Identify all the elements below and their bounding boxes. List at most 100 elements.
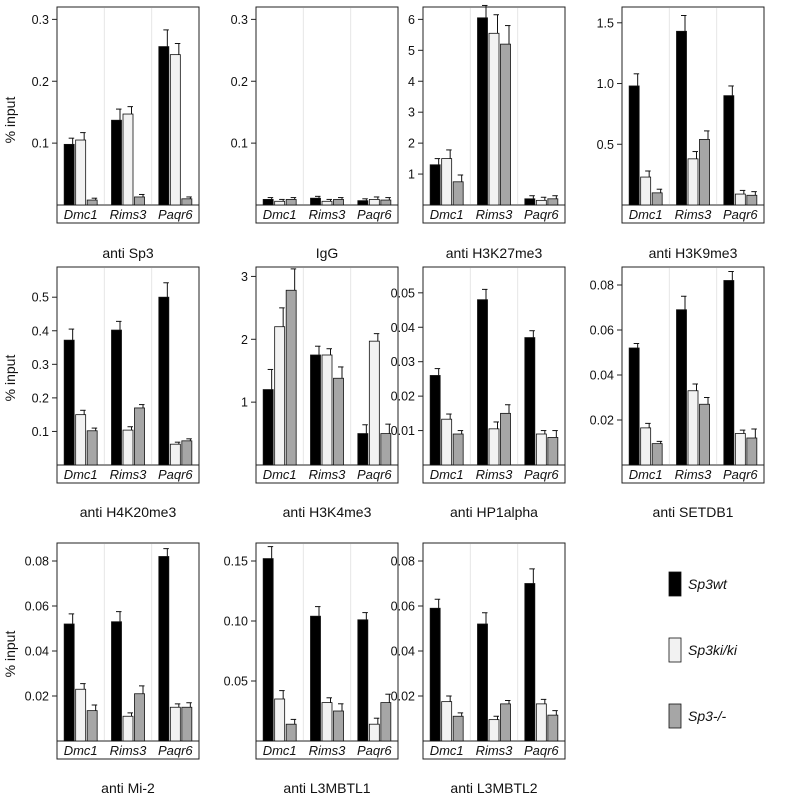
panel-title-anti-h3k27me3: anti H3K27me3 xyxy=(446,245,543,261)
bar-anti-mi-2-paqr6-sp3ki-ki xyxy=(169,706,181,742)
bar-anti-h3k9me3-dmc1-sp3wt xyxy=(628,85,640,206)
bar-anti-setdb1-dmc1-sp3wt xyxy=(628,347,640,466)
bar-anti-l3mbtl1-rims3-sp3ki-ki xyxy=(321,702,333,742)
category-label-rims3: Rims3 xyxy=(675,467,713,482)
bar-anti-l3mbtl1-dmc1-sp3 xyxy=(285,723,297,742)
y-tick-label: 0.10 xyxy=(224,615,248,629)
bar-igg-paqr6-sp3 xyxy=(380,199,392,206)
bar-anti-hp1alpha-paqr6-sp3 xyxy=(547,437,559,466)
bar-anti-h4k20me3-paqr6-sp3wt xyxy=(158,296,170,466)
y-tick-label: 0.5 xyxy=(597,138,614,152)
bar-anti-l3mbtl2-dmc1-sp3ki-ki xyxy=(441,701,453,742)
bar-igg-paqr6-sp3wt xyxy=(357,200,369,206)
y-tick-label: 0.15 xyxy=(224,555,248,569)
y-tick-label: 0.05 xyxy=(224,675,248,689)
y-tick-label: 3 xyxy=(241,270,248,284)
y-tick-label: 0.02 xyxy=(25,690,49,704)
legend-swatch xyxy=(668,703,682,729)
panel-frame xyxy=(255,6,399,224)
bar-anti-mi-2-dmc1-sp3 xyxy=(86,710,98,742)
bar-anti-h3k4me3-rims3-sp3ki-ki xyxy=(321,354,333,466)
y-tick-label: 0.1 xyxy=(32,137,49,151)
y-axis-label: % input xyxy=(2,97,18,144)
legend-item-sp3: Sp3-/- xyxy=(668,703,726,729)
category-label-rims3: Rims3 xyxy=(476,743,514,758)
bar-anti-h3k4me3-paqr6-sp3 xyxy=(380,433,392,466)
bar-anti-setdb1-rims3-sp3 xyxy=(699,403,710,466)
y-axis-label: % input xyxy=(2,631,18,678)
y-tick-label: 2 xyxy=(241,333,248,347)
bar-anti-sp3-dmc1-sp3wt xyxy=(63,143,75,206)
y-tick-label: 0.02 xyxy=(391,690,415,704)
category-label-rims3: Rims3 xyxy=(309,207,347,222)
legend-item-sp3wt: Sp3wt xyxy=(668,571,728,597)
bar-anti-h4k20me3-paqr6-sp3 xyxy=(181,440,193,466)
legend-swatch xyxy=(668,637,682,663)
bar-anti-h4k20me3-paqr6-sp3ki-ki xyxy=(169,443,181,466)
bar-anti-h4k20me3-rims3-sp3wt xyxy=(111,329,122,466)
bar-anti-mi-2-rims3-sp3ki-ki xyxy=(122,715,134,742)
panel-anti-hp1alpha: 0.01 0.02 0.03 0.04 0.05 Dmc1 Rims3 Paqr6 anti H… xyxy=(391,266,566,520)
y-tick-label: 0.01 xyxy=(391,424,415,438)
bar-anti-sp3-rims3-sp3 xyxy=(134,196,145,206)
bar-anti-l3mbtl2-rims3-sp3 xyxy=(500,703,511,742)
panel-igg: 0.1 0.2 0.3 Dmc1 Rims3 Paqr6 IgG xyxy=(231,6,399,261)
bar-anti-l3mbtl2-paqr6-sp3wt xyxy=(524,583,536,742)
panel-anti-mi-2: 0.02 0.04 0.06 0.08 Dmc1 Rims3 Paqr6 anti Mi-2 xyxy=(25,542,200,796)
bar-anti-l3mbtl1-paqr6-sp3 xyxy=(380,702,392,742)
bar-anti-h3k4me3-dmc1-sp3ki-ki xyxy=(274,326,286,466)
bar-anti-h3k27me3-dmc1-sp3 xyxy=(452,181,464,206)
bar-anti-h3k4me3-dmc1-sp3 xyxy=(285,289,297,466)
panel-anti-h3k9me3: 0.5 1.0 1.5 Dmc1 Rims3 Paqr6 anti H3K9me3 xyxy=(597,6,765,261)
y-tick-label: 0.3 xyxy=(32,13,49,27)
bar-anti-sp3-paqr6-sp3 xyxy=(181,198,193,206)
y-tick-label: 3 xyxy=(408,106,415,120)
bar-anti-hp1alpha-rims3-sp3wt xyxy=(477,299,488,466)
y-tick-label: 0.05 xyxy=(391,286,415,300)
bar-anti-h3k9me3-paqr6-sp3wt xyxy=(723,95,735,206)
panel-anti-h4k20me3: 0.1 0.2 0.3 0.4 0.5 Dmc1 Rims3 Paqr6 anti H4K20m… xyxy=(32,266,200,520)
bar-anti-h3k4me3-dmc1-sp3wt xyxy=(262,389,274,466)
bar-anti-sp3-paqr6-sp3ki-ki xyxy=(169,54,181,206)
bar-anti-l3mbtl1-rims3-sp3wt xyxy=(310,615,321,742)
bar-anti-l3mbtl1-rims3-sp3 xyxy=(333,710,344,742)
y-tick-label: 0.1 xyxy=(32,425,49,439)
bar-anti-setdb1-paqr6-sp3 xyxy=(746,437,758,466)
category-label-rims3: Rims3 xyxy=(110,743,148,758)
y-tick-label: 5 xyxy=(408,44,415,58)
category-label-rims3: Rims3 xyxy=(476,207,514,222)
bar-anti-h4k20me3-dmc1-sp3ki-ki xyxy=(75,414,87,466)
bar-anti-h3k4me3-rims3-sp3wt xyxy=(310,354,321,466)
y-tick-label: 0.2 xyxy=(231,75,248,89)
bar-anti-h3k27me3-dmc1-sp3ki-ki xyxy=(441,158,453,206)
bar-igg-dmc1-sp3wt xyxy=(262,199,274,206)
panel-title-anti-sp3: anti Sp3 xyxy=(102,245,154,261)
category-label-rims3: Rims3 xyxy=(110,207,148,222)
category-label-rims3: Rims3 xyxy=(675,207,713,222)
legend-label: Sp3ki/ki xyxy=(688,642,738,658)
y-tick-label: 0.04 xyxy=(590,369,614,383)
bar-anti-h3k9me3-dmc1-sp3ki-ki xyxy=(640,176,652,206)
bar-anti-h3k27me3-rims3-sp3wt xyxy=(477,17,488,206)
panel-anti-l3mbtl2: 0.02 0.04 0.06 0.08 Dmc1 Rims3 Paqr6 anti L3MBT… xyxy=(391,542,566,796)
bar-anti-mi-2-rims3-sp3wt xyxy=(111,621,122,742)
bar-anti-l3mbtl2-paqr6-sp3 xyxy=(547,714,559,742)
panel-anti-sp3: 0.1 0.2 0.3 Dmc1 Rims3 Paqr6 anti Sp3 xyxy=(32,6,200,261)
bar-anti-hp1alpha-dmc1-sp3ki-ki xyxy=(441,418,453,466)
bar-anti-h3k4me3-rims3-sp3 xyxy=(333,377,344,466)
bar-anti-setdb1-paqr6-sp3wt xyxy=(723,280,735,466)
bar-anti-mi-2-rims3-sp3 xyxy=(134,693,145,742)
panel-anti-h3k27me3: 1 2 3 4 5 6 Dmc1 Rims3 Paqr6 anti H3K27me3 xyxy=(408,4,566,261)
bar-anti-h4k20me3-rims3-sp3ki-ki xyxy=(122,429,134,466)
y-tick-label: 0.06 xyxy=(25,600,49,614)
category-label-paqr6: Paqr6 xyxy=(357,743,392,758)
bar-anti-l3mbtl2-dmc1-sp3 xyxy=(452,715,464,742)
y-tick-label: 2 xyxy=(408,137,415,151)
bar-anti-hp1alpha-paqr6-sp3wt xyxy=(524,337,536,466)
bar-anti-hp1alpha-rims3-sp3ki-ki xyxy=(488,428,500,466)
bar-anti-h4k20me3-dmc1-sp3wt xyxy=(63,339,75,466)
category-label-rims3: Rims3 xyxy=(110,467,148,482)
category-label-dmc1: Dmc1 xyxy=(263,207,297,222)
legend-label: Sp3wt xyxy=(688,576,728,592)
bar-anti-sp3-paqr6-sp3wt xyxy=(158,46,170,206)
